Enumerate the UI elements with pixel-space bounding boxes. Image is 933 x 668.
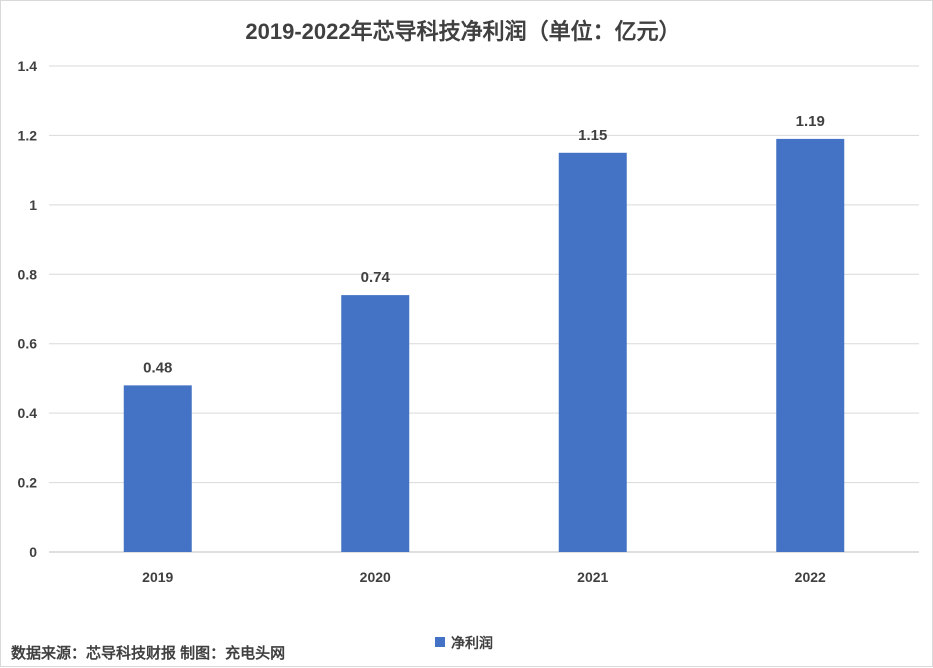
x-tick-label: 2020: [360, 569, 391, 585]
x-axis-ticks: 2019 2020 2021 2022: [142, 569, 826, 585]
x-tick-label: 2019: [142, 569, 173, 585]
y-tick-label: 1.4: [18, 58, 38, 74]
y-tick-label: 0: [29, 544, 37, 560]
source-note: 数据来源：芯导科技财报 制图：充电头网: [11, 645, 286, 662]
legend-swatch: [435, 637, 445, 647]
gridlines: [49, 65, 919, 553]
bar-2021: [558, 152, 627, 553]
y-axis-ticks: 0 0.2 0.4 0.6 0.8 1 1.2 1.4: [18, 58, 38, 560]
legend: 净利润: [435, 635, 493, 651]
bar-2019: [123, 385, 192, 552]
data-label: 0.74: [361, 269, 391, 286]
y-tick-label: 0.8: [18, 266, 38, 282]
data-label: 0.48: [143, 359, 172, 376]
chart-title: 2019-2022年芯导科技净利润（单位：亿元）: [245, 19, 680, 44]
y-tick-label: 1: [29, 197, 37, 213]
x-tick-label: 2021: [577, 569, 608, 585]
bar-2020: [341, 295, 410, 552]
data-label: 1.19: [796, 113, 825, 130]
y-tick-label: 0.4: [18, 405, 38, 421]
y-tick-label: 1.2: [18, 127, 38, 143]
x-tick-label: 2022: [795, 569, 826, 585]
legend-label: 净利润: [451, 635, 493, 651]
data-label: 1.15: [578, 127, 607, 144]
y-tick-label: 0.6: [18, 336, 38, 352]
bar-2022: [776, 138, 845, 552]
y-tick-label: 0.2: [18, 475, 38, 491]
data-labels: 0.48 0.74 1.15 1.19: [143, 113, 825, 376]
bars: [123, 138, 845, 553]
